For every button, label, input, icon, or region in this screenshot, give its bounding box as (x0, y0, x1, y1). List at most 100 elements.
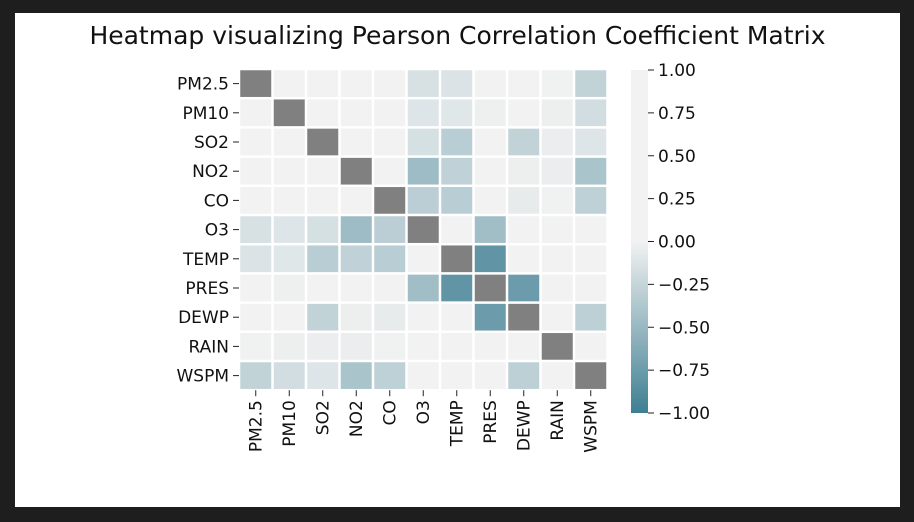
heatmap-cell (541, 362, 573, 389)
heatmap-cell (374, 128, 406, 156)
heatmap-cell (273, 187, 305, 214)
heatmap-cell (374, 245, 406, 273)
heatmap-cell (575, 362, 607, 389)
heatmap-cell (374, 303, 406, 331)
heatmap-cell (240, 362, 272, 389)
x-tick-label: PM10 (280, 400, 300, 447)
heatmap-cell (340, 99, 372, 127)
heatmap-cell (541, 70, 573, 97)
heatmap-cell (407, 274, 439, 302)
y-tick-label: PRES (185, 279, 229, 299)
heatmap-cell (441, 303, 473, 331)
heatmap-cell (441, 274, 473, 302)
heatmap-cell (240, 274, 272, 302)
heatmap-cell (441, 128, 473, 156)
heatmap-cell (474, 99, 506, 127)
heatmap-cell (541, 128, 573, 156)
heatmap-cell (508, 362, 540, 389)
heatmap-cell (273, 245, 305, 273)
heatmap-cell (508, 245, 540, 273)
heatmap-cell (575, 99, 607, 127)
heatmap-cell (340, 128, 372, 156)
heatmap-cell (273, 157, 305, 185)
heatmap-cell (541, 333, 573, 360)
y-tick-label: PM2.5 (177, 75, 229, 95)
heatmap-cell (474, 70, 506, 97)
x-tick-label: PRES (481, 400, 501, 444)
heatmap-cell (374, 362, 406, 389)
heatmap-cell (407, 303, 439, 331)
heatmap-cell (307, 216, 339, 243)
heatmap-cell (575, 157, 607, 185)
heatmap-cell (508, 274, 540, 302)
heatmap-cell (407, 157, 439, 185)
x-tick-label: SO2 (314, 400, 334, 435)
x-tick-label: DEWP (515, 400, 535, 451)
heatmap-cell (340, 216, 372, 243)
y-tick-label: TEMP (182, 250, 229, 270)
colorbar-tick-label: 0.50 (658, 147, 696, 167)
heatmap-cell (374, 187, 406, 214)
heatmap-cell (541, 157, 573, 185)
heatmap-cell (307, 303, 339, 331)
heatmap-cell (541, 99, 573, 127)
heatmap-cell (273, 128, 305, 156)
heatmap-cell (441, 333, 473, 360)
heatmap-cell (541, 187, 573, 214)
heatmap-cell (541, 245, 573, 273)
heatmap-cell (240, 70, 272, 97)
heatmap-cell (508, 99, 540, 127)
heatmap-cell (273, 362, 305, 389)
heatmap-cells (240, 70, 607, 389)
heatmap-cell (441, 157, 473, 185)
colorbar-tick-label: 1.00 (658, 61, 696, 81)
y-tick-labels: PM2.5 PM10 SO2 NO2 CO O3 TEMP PRES DEWP RAIN WSPM (176, 75, 239, 387)
heatmap-cell (307, 333, 339, 360)
heatmap-cell (374, 70, 406, 97)
y-tick-label: PM10 (182, 104, 229, 124)
heatmap-cell (340, 245, 372, 273)
heatmap-cell (474, 303, 506, 331)
heatmap-cell (374, 157, 406, 185)
colorbar-tick-label: −0.75 (658, 361, 710, 381)
heatmap-cell (340, 70, 372, 97)
heatmap-cell (340, 157, 372, 185)
heatmap-cell (508, 187, 540, 214)
heatmap-cell (307, 245, 339, 273)
heatmap-cell (340, 362, 372, 389)
heatmap-cell (340, 333, 372, 360)
heatmap-cell (508, 216, 540, 243)
heatmap-cell (474, 128, 506, 156)
figure-frame: Heatmap visualizing Pearson Correlation … (15, 13, 900, 507)
heatmap-cell (374, 333, 406, 360)
heatmap-cell (441, 99, 473, 127)
heatmap-cell (575, 303, 607, 331)
x-tick-label: WSPM (582, 400, 602, 453)
x-tick-labels: PM2.5 PM10 SO2 NO2 CO O3 TEMP PRES DEWP RAIN WSPM (247, 390, 602, 453)
heatmap-cell (374, 274, 406, 302)
heatmap-cell (441, 216, 473, 243)
heatmap-cell (508, 333, 540, 360)
heatmap-cell (407, 99, 439, 127)
y-tick-label: O3 (205, 221, 229, 241)
heatmap-cell (307, 362, 339, 389)
heatmap-cell (307, 99, 339, 127)
heatmap-cell (541, 274, 573, 302)
heatmap-cell (407, 128, 439, 156)
heatmap-cell (407, 333, 439, 360)
heatmap-cell (575, 187, 607, 214)
heatmap-cell (441, 70, 473, 97)
heatmap-cell (374, 216, 406, 243)
colorbar-tick-label: −0.50 (658, 318, 710, 338)
heatmap-cell (374, 99, 406, 127)
heatmap-cell (240, 216, 272, 243)
colorbar (631, 70, 648, 413)
heatmap-cell (273, 70, 305, 97)
heatmap-cell (541, 303, 573, 331)
heatmap-cell (474, 274, 506, 302)
heatmap-chart: PM2.5PM10SO2NO2COO3TEMPPRESDEWPRAINWSPM … (176, 61, 710, 453)
heatmap-cell (407, 362, 439, 389)
heatmap-cell (474, 216, 506, 243)
y-tick-label: SO2 (194, 133, 229, 153)
x-tick-label: RAIN (548, 400, 568, 440)
